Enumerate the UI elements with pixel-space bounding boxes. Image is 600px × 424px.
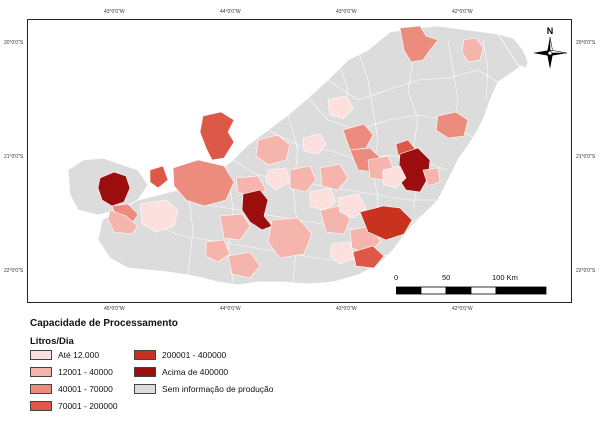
- coord-top-3: 43°0'0"W: [336, 9, 357, 15]
- legend-label: Até 12.000: [58, 350, 100, 360]
- legend-label: 12001 - 40000: [58, 367, 113, 377]
- legend-swatch: [134, 367, 156, 377]
- region-west-top-70001: [199, 111, 235, 161]
- legend-swatch: [134, 384, 156, 394]
- coord-left-1: 20°0'0"S: [4, 40, 24, 46]
- region-center-12001-c: [319, 163, 349, 191]
- legend-swatch: [30, 401, 52, 411]
- scale-label-50: 50: [442, 273, 451, 282]
- coord-bottom-2: 44°0'0"W: [220, 306, 241, 312]
- scale-bar: 0 50 100 Km: [394, 273, 556, 299]
- coord-right-2: 21°0'0"S: [576, 154, 596, 160]
- region-center-12001-d: [289, 165, 317, 193]
- region-center-40001: [342, 123, 374, 151]
- region-southwest-40001: [172, 159, 235, 207]
- coord-top-4: 42°0'0"W: [452, 9, 473, 15]
- coord-right-3: 22°0'0"S: [576, 268, 596, 274]
- legend-swatch: [30, 350, 52, 360]
- legend-swatch: [134, 350, 156, 360]
- coord-bottom-3: 43°0'0"W: [336, 306, 357, 312]
- region-center-upto12000-b: [382, 165, 407, 189]
- region-north-top-40001: [399, 25, 439, 63]
- region-base: [97, 25, 529, 286]
- legend-item-5: 200001 - 400000: [134, 349, 226, 361]
- region-south-upto12000-a: [309, 187, 337, 211]
- legend-item-4: 70001 - 200000: [30, 400, 118, 412]
- north-label: N: [547, 26, 554, 36]
- north-arrow-icon: N: [533, 26, 568, 69]
- region-center-upto12000-c: [265, 167, 291, 191]
- legend-label: 200001 - 400000: [162, 350, 227, 360]
- region-north-tail: [497, 33, 529, 69]
- region-far-west-acima-400000: [97, 171, 131, 207]
- region-northeast-40001: [435, 111, 469, 139]
- legend-label: Acima de 400000: [162, 367, 229, 377]
- region-southwest-12001-a: [107, 209, 139, 235]
- legend-title: Capacidade de Processamento: [30, 318, 178, 329]
- legend-label: Sem informação de produção: [162, 384, 274, 394]
- region-east-12001-a: [422, 167, 441, 187]
- legend-item-1: Até 12.000: [30, 349, 99, 361]
- region-south-12001-b: [267, 217, 313, 259]
- legend-item-2: 12001 - 40000: [30, 366, 113, 378]
- region-south-upto12000-b: [337, 193, 367, 219]
- region-center-12001-a: [255, 134, 291, 166]
- region-north-right-12001: [461, 37, 484, 63]
- region-west-70001: [149, 165, 169, 189]
- region-southwest-upto12000: [139, 199, 179, 233]
- legend-item-7: Sem informação de produção: [134, 383, 274, 395]
- legend-swatch: [30, 367, 52, 377]
- map-frame: N 0 50 100 Km: [27, 19, 572, 303]
- legend-item-3: 40001 - 70000: [30, 383, 113, 395]
- scale-label-100: 100 Km: [492, 273, 518, 282]
- municipality-regions: [67, 25, 529, 286]
- legend-swatch: [30, 384, 52, 394]
- legend-subtitle: Litros/Dia: [30, 336, 74, 347]
- coord-right-1: 20°0'0"S: [576, 40, 596, 46]
- region-southeast-70001: [352, 245, 385, 269]
- region-south-12001-a: [219, 213, 251, 241]
- scale-bar-graphic: [396, 286, 547, 295]
- choropleth-map: [67, 25, 529, 286]
- region-south-12001-e: [227, 251, 261, 279]
- region-southeast-200001: [359, 205, 413, 241]
- region-south-12001-f: [205, 239, 231, 263]
- region-center-upto12000-a: [302, 133, 327, 155]
- coord-bottom-4: 42°0'0"W: [452, 306, 473, 312]
- coord-left-3: 22°0'0"S: [4, 268, 24, 274]
- coord-left-2: 21°0'0"S: [4, 154, 24, 160]
- coord-bottom-1: 45°0'0"W: [104, 306, 125, 312]
- legend-label: 70001 - 200000: [58, 401, 118, 411]
- region-north-center-upto12000: [327, 95, 354, 119]
- coord-top-2: 44°0'0"W: [220, 9, 241, 15]
- scale-label-0: 0: [394, 273, 399, 282]
- legend-label: 40001 - 70000: [58, 384, 113, 394]
- region-south-upto12000-c: [329, 241, 355, 265]
- coord-top-1: 43°0'0"W: [104, 9, 125, 15]
- legend-item-6: Acima de 400000: [134, 366, 228, 378]
